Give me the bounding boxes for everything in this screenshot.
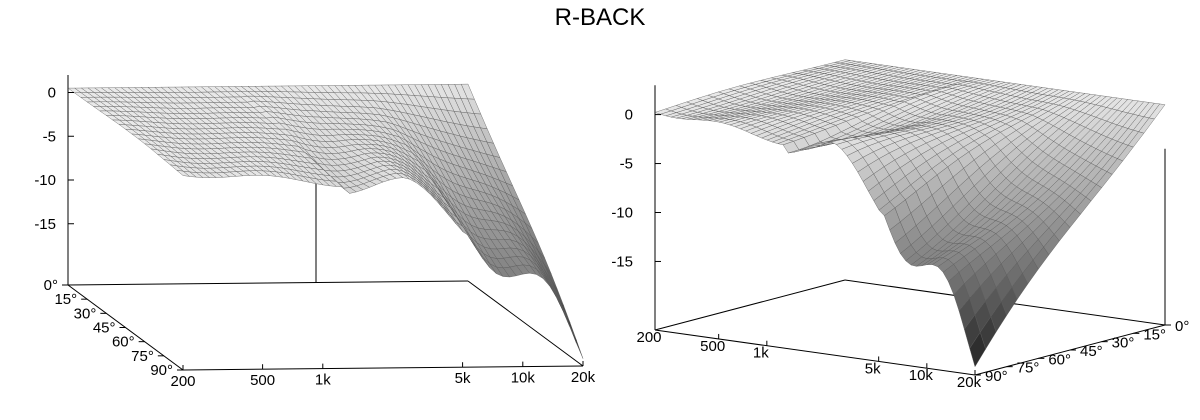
floor-edge — [654, 279, 846, 331]
y-tick-label: 60° — [1048, 351, 1071, 368]
floor-edge — [182, 365, 584, 371]
x-tick-label: 5k — [865, 360, 881, 377]
x-tick-label: 1k — [753, 345, 769, 362]
y-tick-label: 30° — [1112, 335, 1135, 352]
y-tick-label: 90° — [985, 368, 1008, 385]
z-tick-label: -10 — [611, 205, 633, 222]
z-tick-label: -10 — [34, 172, 56, 189]
z-tick-label: -15 — [34, 216, 56, 233]
y-tick-label: 75° — [1017, 360, 1040, 377]
x-tick-label: 500 — [250, 372, 275, 389]
y-tick-label: 75° — [131, 348, 154, 365]
y-tick-label: 15° — [1143, 326, 1166, 343]
floor-edge — [67, 280, 469, 286]
surface-mesh — [67, 83, 584, 359]
y-tick-label: 30° — [74, 305, 97, 322]
surface-cell — [569, 326, 584, 359]
x-tick-label: 20k — [957, 374, 982, 391]
surface-cell — [550, 279, 564, 307]
x-tick-label: 10k — [511, 370, 536, 387]
chart-title: R-BACK — [554, 4, 646, 31]
z-tick-label: -5 — [620, 156, 633, 173]
surface-panel-right: 0 -5 -10 -15 200 500 1k 5k 10k 20k 0° 15° 30° 45° 60° 7… — [611, 59, 1189, 391]
x-tick-label: 20k — [571, 369, 596, 386]
x-tick-label: 10k — [909, 367, 934, 384]
y-tick-label: 90° — [150, 362, 173, 379]
z-tick-label: 0 — [625, 107, 633, 124]
x-tick-label: 200 — [636, 329, 661, 346]
x-tick-label: 1k — [315, 372, 331, 389]
y-tick-label: 60° — [112, 334, 135, 351]
y-tick-label: 45° — [93, 320, 116, 337]
x-tick-label: 500 — [700, 338, 725, 355]
x-tick-label: 5k — [455, 370, 471, 387]
floor-edge — [467, 280, 584, 367]
x-tick-label: 200 — [170, 373, 195, 390]
z-tick-label: 0 — [48, 85, 56, 102]
surface-panel-left: 0 -5 -10 -15 200 500 1k 5k 10k 20k 0°15°30°45°60°7… — [34, 75, 596, 390]
z-tick-label: -5 — [43, 128, 56, 145]
floor-edge — [654, 329, 976, 376]
y-tick-label: 15° — [54, 291, 77, 308]
y-tick-label: 0° — [1175, 318, 1189, 335]
y-tick-label: 0° — [44, 277, 58, 294]
z-tick-label: -15 — [611, 253, 633, 270]
surface-mesh — [654, 59, 1166, 368]
y-tick-label: 45° — [1080, 343, 1103, 360]
